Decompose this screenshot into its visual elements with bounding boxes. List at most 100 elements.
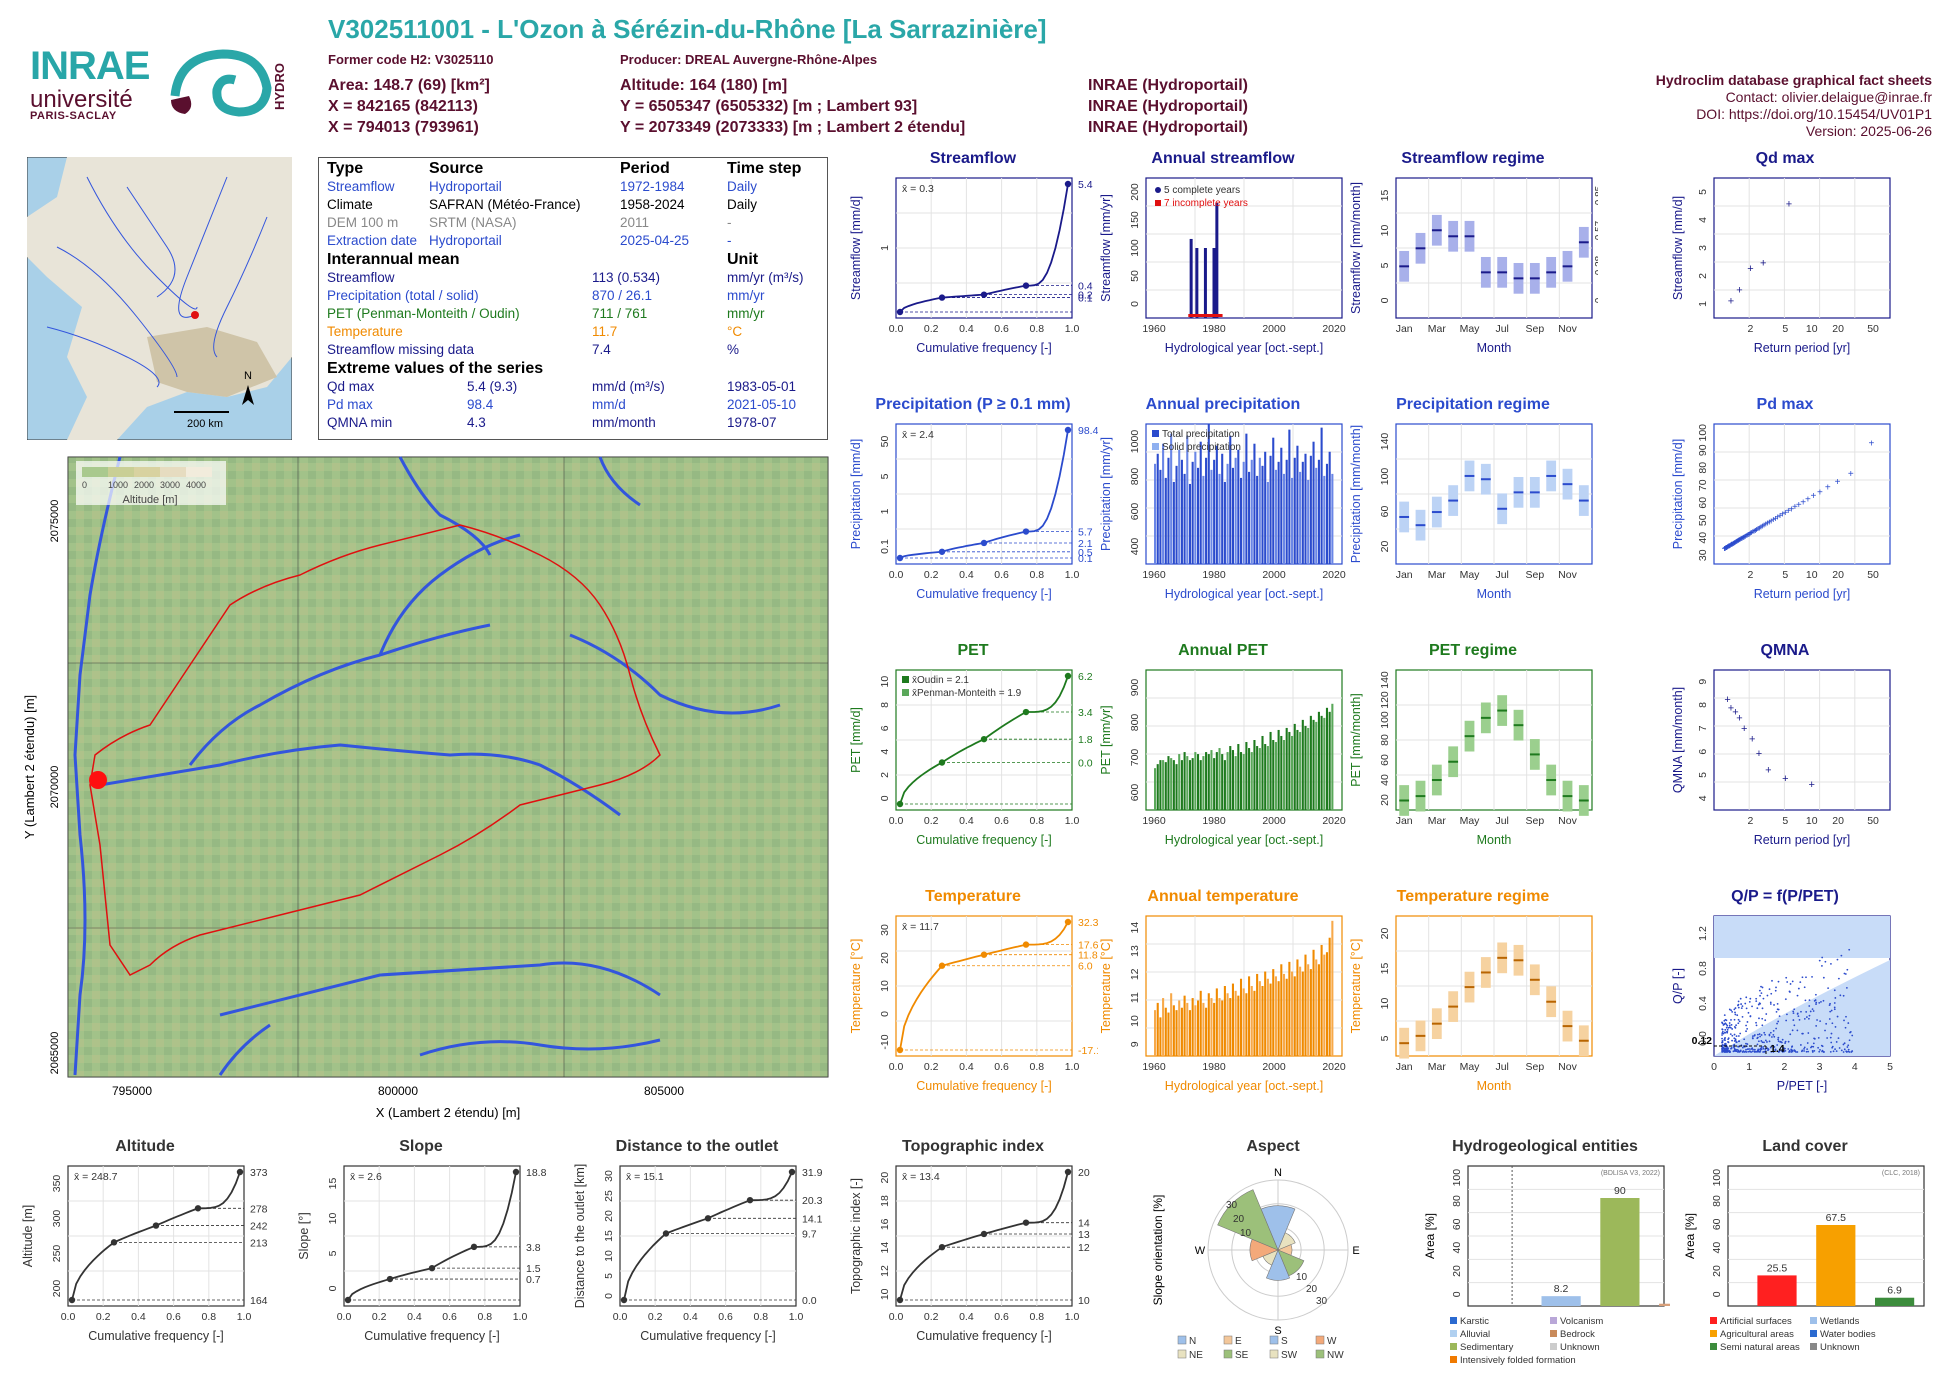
bar xyxy=(1178,449,1181,564)
chart-slope_cdf[interactable]: Slope 18.8 3.8 1.5 0.7 x̄ = 2.6 0.0 0.2 0.4 0.6 0.… xyxy=(296,1138,546,1358)
chart-temp_regime[interactable]: Temperature regime Jan Mar May Jul Sep Nov 5 10 1… xyxy=(1348,888,1598,1108)
doi-link[interactable]: DOI: https://doi.org/10.15454/UV01P1 xyxy=(1696,106,1932,122)
ia-label: PET (Penman-Monteith / Oudin) xyxy=(327,306,520,321)
tick-label: 1 xyxy=(879,245,891,251)
chart-precip_cdf[interactable]: Precipitation (P ≥ 0.1 mm) 98.4 5.7 2.1 0.5 0… xyxy=(848,396,1098,616)
y-axis-label: Streamflow [mm/d] xyxy=(849,196,863,300)
mean-label: x̄ = 13.4 xyxy=(902,1171,940,1183)
data-point xyxy=(1768,988,1771,991)
data-point xyxy=(1779,1041,1782,1043)
tick-label: 3000 xyxy=(160,480,180,490)
data-point: + xyxy=(1754,525,1760,536)
data-point xyxy=(1746,1043,1749,1045)
data-point xyxy=(1745,1042,1747,1045)
data-point: + xyxy=(1746,529,1752,540)
quantile-point xyxy=(1022,528,1030,535)
chart-annual_streamflow[interactable]: Annual streamflow 5 complete years 7 incom… xyxy=(1098,150,1348,370)
bar xyxy=(1312,719,1315,810)
quantile-point xyxy=(980,291,988,298)
data-point xyxy=(1834,1026,1837,1028)
data-point xyxy=(1847,1050,1850,1053)
page-title: V302511001 - L'Ozon à Sérézin-du-Rhône [… xyxy=(328,14,1047,44)
legend-swatch xyxy=(1450,1317,1457,1324)
data-point xyxy=(1784,1040,1787,1043)
contact-link[interactable]: Contact: olivier.delaigue@inrae.fr xyxy=(1725,89,1932,105)
chart-annual_temp[interactable]: Annual temperature 1960 1980 2000 2020 9 10 11 1… xyxy=(1098,888,1348,1108)
chart-svg: 32.3 17.611.86.0 -17.1 x̄ = 11.7 0.0 0.2 0.4 0.… xyxy=(849,915,1098,1093)
chart-aspect[interactable]: Aspect N E S W 10 20 30 10 20 30 Slope orientation … xyxy=(1148,1138,1398,1383)
chart-qp_ppet[interactable]: Q/P = f(P/PET) 0.12 1.4 0 1 2 3 4 5 0.0 0.4 0.8 1.2 P… xyxy=(1670,888,1900,1108)
tick-label: 0.8 xyxy=(1029,323,1044,335)
value-label: 25.5 xyxy=(1767,1262,1788,1274)
tick-label: Sep xyxy=(1525,569,1544,581)
chart-pet_regime[interactable]: PET regime Jan Mar May Jul Sep Nov 20 40 60 80 100 1… xyxy=(1348,642,1598,862)
chart-distance_cdf[interactable]: Distance to the outlet 31.9 20.3 14.1 9.7 0.0… xyxy=(572,1138,822,1358)
bar xyxy=(1280,447,1283,564)
chart-qd_max[interactable]: Qd max + + + + +2 5 10 20 50 1 2 3 4 5 Return period [y… xyxy=(1670,150,1900,370)
watershed-map[interactable]: 0 1000 2000 3000 4000 Altitude [m] 795000 800… xyxy=(20,455,840,1125)
bar xyxy=(1266,746,1269,810)
data-point xyxy=(1817,1046,1820,1049)
chart-qmna[interactable]: QMNA + + + + + + + + + +2 5 10 20 50 4 5 6 7 8 9 Return perio… xyxy=(1670,642,1900,862)
data-point xyxy=(1751,1005,1753,1008)
y-axis-label: Altitude [m] xyxy=(21,1205,35,1268)
data-point: + xyxy=(1731,538,1737,549)
legend-swatch xyxy=(1810,1317,1817,1324)
data-point xyxy=(1805,1050,1808,1053)
data-point xyxy=(1843,1019,1845,1022)
chart-topo_cdf[interactable]: Topographic index 20 14 13 12 10 x̄ = 13.4 0.0 0… xyxy=(848,1138,1098,1358)
tick-label: 2 xyxy=(1747,569,1753,581)
source-note: (CLC, 2018) xyxy=(1882,1170,1920,1177)
tick-label: 0.8 xyxy=(1029,815,1044,827)
data-point xyxy=(1728,1050,1731,1052)
tick-label: 1960 xyxy=(1142,569,1166,581)
data-point xyxy=(1757,1040,1760,1043)
extreme-title: Extreme values of the series xyxy=(327,360,544,377)
quantile-point xyxy=(938,1243,946,1251)
data-point xyxy=(1731,1010,1734,1013)
header-right: Hydroclim database graphical fact sheets… xyxy=(1656,72,1932,140)
chart-annual_pet[interactable]: Annual PET 1960 1980 2000 2020 600 700 800 900 Hy… xyxy=(1098,642,1348,862)
quantile-label: 278 xyxy=(250,1203,268,1215)
bar xyxy=(1816,1225,1856,1306)
bar xyxy=(1299,966,1302,1056)
bar xyxy=(1226,752,1229,810)
data-point xyxy=(1821,1045,1824,1048)
chart-streamflow_regime[interactable]: Streamflow regime Jan Mar May Jul Sep Nov 0 5 10 1… xyxy=(1348,150,1598,370)
quantile-label: 10 xyxy=(1078,1295,1090,1307)
tick-label: 80 xyxy=(1379,734,1391,746)
data-point xyxy=(1805,1016,1808,1018)
tick-label: 0.0 xyxy=(61,1311,76,1323)
bar xyxy=(1245,742,1248,810)
data-point xyxy=(1766,1041,1768,1043)
tick-label: 0 xyxy=(1594,297,1598,303)
chart-precip_regime[interactable]: Precipitation regime Jan Mar May Jul Sep Nov 20… xyxy=(1348,396,1598,616)
tick-label: 0.6 xyxy=(994,323,1009,335)
chart-hydrogeology[interactable]: Hydrogeological entities (BDLISA V3, 2022… xyxy=(1420,1138,1670,1383)
ring-label: 30 xyxy=(1226,1200,1238,1211)
catchment-boundary xyxy=(89,524,661,976)
quantile-label: 164 xyxy=(250,1295,268,1307)
ia-value: 113 (0.534) xyxy=(592,270,661,285)
chart-annual_precip[interactable]: Annual precipitation Total precipitation S… xyxy=(1098,396,1348,616)
bar xyxy=(1331,473,1334,564)
chart-land_cover[interactable]: Land cover (CLC, 2018) 25.5 67.5 6.9 0 20 40 60 8… xyxy=(1680,1138,1930,1383)
direction-label: N xyxy=(1274,1167,1282,1179)
quantile-point xyxy=(1022,282,1030,289)
locator-map[interactable]: 200 km N xyxy=(27,157,292,440)
river-line xyxy=(46,326,160,388)
mean-label: x̄ = 2.6 xyxy=(350,1171,382,1183)
data-point xyxy=(1813,1037,1815,1040)
chart-pet_cdf[interactable]: PET 6.2 3.4 1.8 0.0 x̄Oudin = 2.1 x̄Penman-Mon… xyxy=(848,642,1098,862)
quantile-label: 9.7 xyxy=(802,1228,817,1240)
chart-temp_cdf[interactable]: Temperature 32.3 17.611.86.0 -17.1 x̄ = 11.7… xyxy=(848,888,1098,1108)
chart-pd_max[interactable]: Pd max + + + + + + + + + + + + + + + + + + + + + + + + + + + + + + + + + +… xyxy=(1670,396,1900,616)
tick-label: 1.0 xyxy=(789,1311,804,1323)
data-point xyxy=(1808,1005,1811,1007)
chart-streamflow_cdf[interactable]: Streamflow 5.4 0.4 0.2 0.1 x̄ = 0.3 0.0 0.2 0.4 0… xyxy=(848,150,1098,370)
tick-label: 2020 xyxy=(1322,815,1346,827)
bar xyxy=(1239,752,1243,810)
row-source: Hydroportail xyxy=(429,179,502,194)
chart-altitude_cdf[interactable]: Altitude 373 278 242 213 164 x̄ = 248.7 0.0 0.2 0… xyxy=(20,1138,270,1358)
plot-area xyxy=(1713,177,1891,319)
